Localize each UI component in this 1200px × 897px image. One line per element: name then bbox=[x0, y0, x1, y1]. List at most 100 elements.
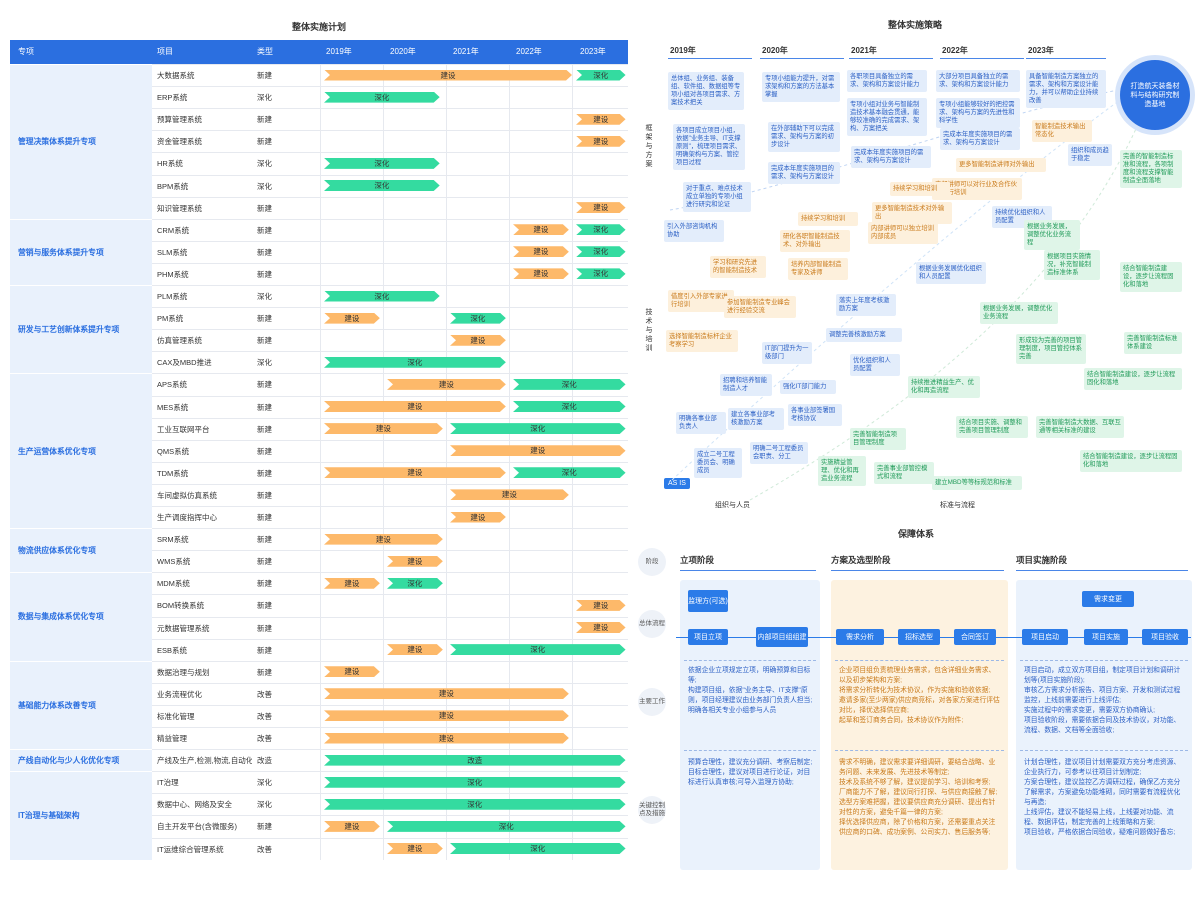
group-label: 物流供应体系优化专项 bbox=[10, 528, 152, 573]
control-text: 需求不明确，建议需求要详细调研，要结合战略、业务问题、未来发展、先进技术等制定;… bbox=[839, 759, 998, 836]
project-type: 新建 bbox=[257, 225, 272, 235]
strategy-box: 更多智能制造讲师对外输出 bbox=[956, 158, 1046, 172]
build-bar: 建设 bbox=[324, 70, 572, 81]
strategy-box: 优化组织和人员配置 bbox=[850, 354, 900, 376]
project-type: 深化 bbox=[257, 358, 272, 368]
process-step: 招标选型 bbox=[898, 629, 940, 645]
strategy-box: 研化各职智能制造技术、对外输出 bbox=[780, 230, 850, 252]
deepen-bar: 深化 bbox=[576, 246, 626, 257]
strategy-box: 完善智能制造大数据、互联互通等相关标准的建设 bbox=[1036, 416, 1124, 438]
table-row: 元数据管理系统 新建 bbox=[10, 616, 628, 639]
project-name: 数据治理与规划 bbox=[157, 667, 210, 677]
strategy-box: 持续学习和培训 bbox=[890, 182, 950, 196]
table-row: MES系统 新建 bbox=[10, 395, 628, 418]
header-y2019: 2019年 bbox=[326, 47, 352, 56]
table-row: 生产调度指挥中心 新建 bbox=[10, 506, 628, 528]
axis-standard: 标准与流程 bbox=[940, 502, 975, 509]
build-bar: 建设 bbox=[513, 224, 569, 235]
guarantee-title: 保障体系 bbox=[897, 529, 934, 539]
table-row: 产线及生产,检测,物流,自动化改造改造 bbox=[10, 749, 628, 771]
strategy-box: 各项目成立项目小组，依据"业务主导、IT支撑原则"，梳理项目需求、明确架构与方案… bbox=[673, 124, 745, 170]
deepen-bar: 深化 bbox=[450, 423, 626, 434]
project-type: 新建 bbox=[257, 424, 272, 434]
build-bar: 建设 bbox=[576, 136, 626, 147]
project-name: 车间虚拟仿真系统 bbox=[157, 490, 217, 500]
table-row: ERP系统 深化 bbox=[10, 86, 628, 108]
project-name: 生产调度指挥中心 bbox=[157, 513, 217, 522]
group-label: IT治理与基础架构 bbox=[10, 771, 152, 860]
deepen-bar: 深化 bbox=[324, 291, 440, 302]
header-y2021: 2021年 bbox=[453, 47, 479, 56]
strategy-box: 各职项目具备独立的需求、架构和方案设计能力 bbox=[847, 70, 927, 92]
deepen-bar: 深化 bbox=[513, 467, 626, 478]
deepen-bar: 深化 bbox=[324, 158, 440, 169]
strategy-box: 结合智能制造建设，逐步让流程固化和落地 bbox=[1120, 262, 1182, 292]
header-group: 专项 bbox=[18, 47, 34, 56]
build-bar: 建设 bbox=[387, 379, 506, 390]
strategy-box: 结合项目实施、调整和完善项目管理制度 bbox=[956, 416, 1028, 438]
build-bar: 建设 bbox=[324, 688, 569, 699]
project-name: 精益管理 bbox=[157, 734, 187, 743]
strategy-box: 调整完善核激励方案 bbox=[826, 328, 902, 342]
project-name: PM系统 bbox=[157, 314, 184, 324]
project-name: 业务流程优化 bbox=[157, 689, 202, 699]
project-name: PLM系统 bbox=[157, 292, 188, 301]
strategy-box: 对于重点、难点技术成立单独的专项小组进行研究和论证 bbox=[683, 182, 751, 212]
header-item: 项目 bbox=[157, 47, 173, 56]
strategy-box: 专项小组对业务与智能制造技术基本融会贯通，能够较准确的完成需求、架构、方案把关 bbox=[847, 98, 927, 136]
project-name: ERP系统 bbox=[157, 93, 188, 103]
deepen-bar: 深化 bbox=[576, 224, 626, 235]
build-bar: 建设 bbox=[324, 733, 569, 744]
strategy-box: 内部讲师可以独立培训内部成员 bbox=[868, 222, 938, 244]
project-name: MDM系统 bbox=[157, 579, 190, 589]
gantt-title: 整体实施计划 bbox=[291, 22, 346, 32]
strategy-box: 内部讲师可以对行业及合作伙伴进行培训 bbox=[932, 178, 1022, 200]
strategy-box: 完善智能制造项目管理制度 bbox=[850, 428, 906, 450]
process-step: 项目实施 bbox=[1084, 629, 1128, 645]
strategy-box: 总体组、业务组、装备组、软件组、数据组等专项小组对各项目需求、方案技术把关 bbox=[668, 72, 744, 110]
row-divider bbox=[835, 750, 1004, 751]
project-name: 资金管理系统 bbox=[157, 137, 202, 147]
row-label: 阶段 bbox=[638, 548, 666, 576]
row-label: 总体流程 bbox=[638, 610, 666, 638]
project-type: 新建 bbox=[257, 822, 272, 832]
build-bar: 建设 bbox=[576, 202, 626, 213]
table-row: 精益管理 改善 bbox=[10, 727, 628, 749]
build-bar: 建设 bbox=[387, 843, 443, 854]
row-label: 关键控制点及措施 bbox=[638, 796, 666, 824]
table-row: BPM系统 深化 bbox=[10, 174, 628, 197]
strategy-box: 建立各事业部考核激励方案 bbox=[728, 408, 784, 430]
process-step: 项目启动 bbox=[1022, 629, 1068, 645]
project-name: HR系统 bbox=[157, 159, 183, 169]
row-divider bbox=[835, 660, 1004, 661]
project-name: 预算管理系统 bbox=[157, 115, 202, 125]
strategy-diagram: 2019年 2020年 2021年 2022年 2023年 框架与方案 技术与培训 组织与人员… bbox=[640, 40, 1190, 510]
project-type: 新建 bbox=[257, 667, 272, 677]
project-name: 知识管理系统 bbox=[157, 203, 202, 213]
build-bar: 建设 bbox=[576, 622, 626, 633]
group-label: 基础能力体系改善专项 bbox=[10, 660, 152, 750]
table-row: PHM系统 新建 bbox=[10, 262, 628, 285]
strategy-box: 根据项目实施情况，补充智能制造标准体系 bbox=[1044, 250, 1100, 280]
row-divider bbox=[1020, 750, 1188, 751]
row-label: 主要工作 bbox=[638, 688, 666, 716]
project-type: 深化 bbox=[257, 778, 272, 788]
project-type: 改造 bbox=[257, 756, 272, 766]
project-type: 新建 bbox=[257, 645, 272, 655]
table-row: 工业互联网平台 新建 bbox=[10, 417, 628, 440]
table-row: BOM转换系统 新建 bbox=[10, 594, 628, 616]
strategy-box: 专项小组能够较好的把控需求、架构与方案的先进性和科学性 bbox=[936, 98, 1020, 128]
stage-arrow bbox=[680, 570, 816, 571]
stage-arrow bbox=[831, 570, 1004, 571]
group-label: 研发与工艺创新体系提升专项 bbox=[10, 285, 152, 374]
year-arrow bbox=[1026, 58, 1106, 59]
project-type: 新建 bbox=[257, 623, 272, 633]
project-name: IT运维综合管理系统 bbox=[157, 844, 224, 854]
strategy-box: 结合智能制造建设，逐步让流程固化和落地 bbox=[1080, 450, 1182, 472]
year-arrow bbox=[849, 58, 933, 59]
project-type: 新建 bbox=[257, 446, 272, 456]
year-arrow bbox=[668, 58, 752, 59]
table-row: 预算管理系统 新建 bbox=[10, 108, 628, 130]
table-row: SLM系统 新建 bbox=[10, 240, 628, 263]
